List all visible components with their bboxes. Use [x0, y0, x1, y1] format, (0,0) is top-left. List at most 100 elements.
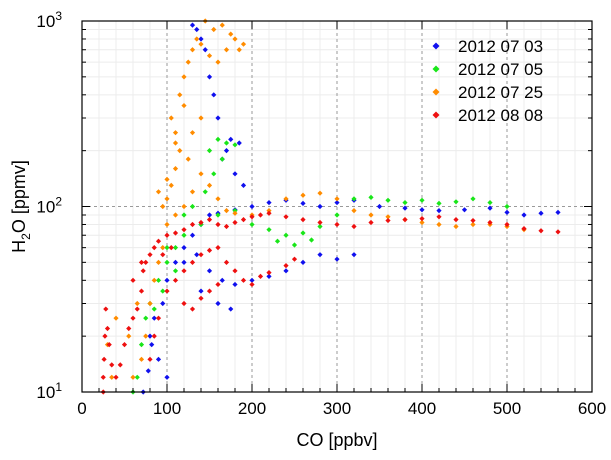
data-point — [317, 223, 323, 230]
data-point — [164, 374, 170, 380]
data-point — [172, 277, 179, 283]
data-point — [521, 226, 527, 232]
data-point — [266, 199, 272, 206]
data-point — [283, 196, 289, 202]
data-point — [143, 315, 149, 321]
y-axis-label-sub: 2 — [19, 233, 33, 240]
data-point — [206, 288, 213, 294]
data-point — [211, 92, 217, 98]
data-point — [172, 166, 179, 172]
data-point — [189, 203, 196, 210]
data-point — [283, 268, 289, 274]
data-point — [164, 232, 170, 238]
data-point — [198, 36, 204, 42]
legend-label: 2012 07 25 — [458, 83, 543, 102]
data-point — [155, 356, 162, 362]
data-point — [104, 325, 111, 332]
data-point — [160, 300, 166, 307]
data-point — [151, 306, 157, 312]
data-point — [164, 245, 170, 251]
data-point — [232, 210, 238, 216]
data-point — [206, 53, 213, 59]
data-point — [402, 205, 408, 211]
data-point — [164, 221, 170, 228]
data-point — [521, 212, 527, 218]
x-tick-label: 0 — [77, 399, 86, 418]
data-point — [172, 259, 179, 265]
data-point — [249, 214, 255, 220]
x-ticks: 0 100 200 300 400 500 600 — [77, 21, 606, 418]
data-point — [334, 199, 340, 206]
data-point — [164, 288, 170, 294]
data-point — [376, 203, 383, 210]
data-point — [385, 197, 391, 203]
data-point — [240, 277, 247, 283]
data-point — [236, 140, 242, 146]
data-point — [181, 232, 187, 238]
data-point — [257, 212, 264, 218]
data-point — [232, 281, 238, 288]
data-point — [470, 196, 476, 202]
data-point — [487, 205, 493, 211]
data-point — [453, 223, 459, 230]
data-point — [206, 268, 213, 274]
y-tick-exponent: 2 — [55, 195, 62, 209]
data-point — [219, 277, 225, 283]
data-point — [351, 252, 357, 258]
data-point — [232, 142, 238, 148]
data-point — [368, 194, 374, 200]
data-point — [155, 238, 162, 244]
data-point — [206, 74, 213, 80]
data-point — [172, 230, 179, 236]
data-point — [106, 342, 112, 348]
data-point — [134, 300, 140, 307]
data-point — [555, 209, 561, 215]
legend-marker — [432, 88, 440, 96]
data-point — [181, 245, 187, 251]
data-point — [147, 300, 153, 307]
data-point — [181, 259, 187, 265]
x-tick-label: 200 — [238, 399, 266, 418]
y-tick-label: 102 — [36, 195, 62, 217]
data-point — [185, 156, 191, 162]
data-point — [368, 219, 374, 226]
data-point — [151, 315, 157, 321]
data-point — [172, 212, 179, 218]
data-point — [155, 189, 162, 195]
data-point — [223, 140, 230, 146]
legend-label: 2012 07 03 — [458, 37, 543, 56]
data-point — [300, 216, 306, 223]
data-point — [198, 171, 204, 177]
y-axis-label-rest: O [ppmv] — [9, 160, 29, 233]
data-point — [461, 207, 468, 213]
data-point — [453, 199, 459, 205]
data-point — [266, 273, 272, 279]
data-point — [109, 362, 115, 368]
data-point — [436, 221, 442, 228]
data-point — [453, 216, 459, 223]
data-point — [130, 374, 136, 380]
data-point — [145, 368, 151, 374]
data-point — [160, 245, 166, 251]
data-point — [189, 47, 196, 53]
data-point — [164, 176, 170, 182]
data-point — [232, 268, 238, 274]
data-point — [504, 209, 510, 215]
data-point — [219, 22, 225, 28]
legend-marker — [432, 42, 440, 50]
data-point — [317, 219, 323, 226]
data-point — [181, 203, 187, 210]
y-tick-exponent: 1 — [55, 380, 62, 394]
data-point — [149, 342, 155, 348]
data-point — [215, 59, 221, 65]
data-point — [300, 230, 306, 236]
data-point — [249, 203, 255, 210]
data-point — [368, 212, 374, 218]
data-point — [194, 252, 200, 258]
data-point — [138, 356, 145, 362]
data-point — [130, 315, 136, 321]
data-point — [249, 277, 255, 283]
data-point — [155, 259, 162, 265]
data-point — [103, 306, 109, 312]
